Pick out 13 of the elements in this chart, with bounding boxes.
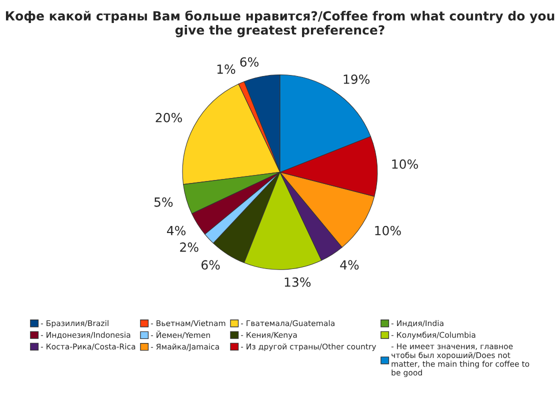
data-label: 20% xyxy=(156,112,182,122)
data-label: 6% xyxy=(240,57,258,67)
chart-title: Кофе какой страны Вам больше нравится?/Coffee from what country do you give the greatest preference? xyxy=(6,10,554,38)
data-label: 4% xyxy=(340,260,359,270)
data-label: 13% xyxy=(284,277,311,287)
data-label: 10% xyxy=(392,159,418,169)
data-label: 4% xyxy=(166,226,186,236)
data-label: 5% xyxy=(154,197,173,207)
data-label: 19% xyxy=(344,74,370,84)
data-label: 10% xyxy=(375,226,401,236)
data-label: 6% xyxy=(202,260,220,270)
data-label: 1% xyxy=(217,64,236,74)
data-label: 2% xyxy=(180,242,198,252)
